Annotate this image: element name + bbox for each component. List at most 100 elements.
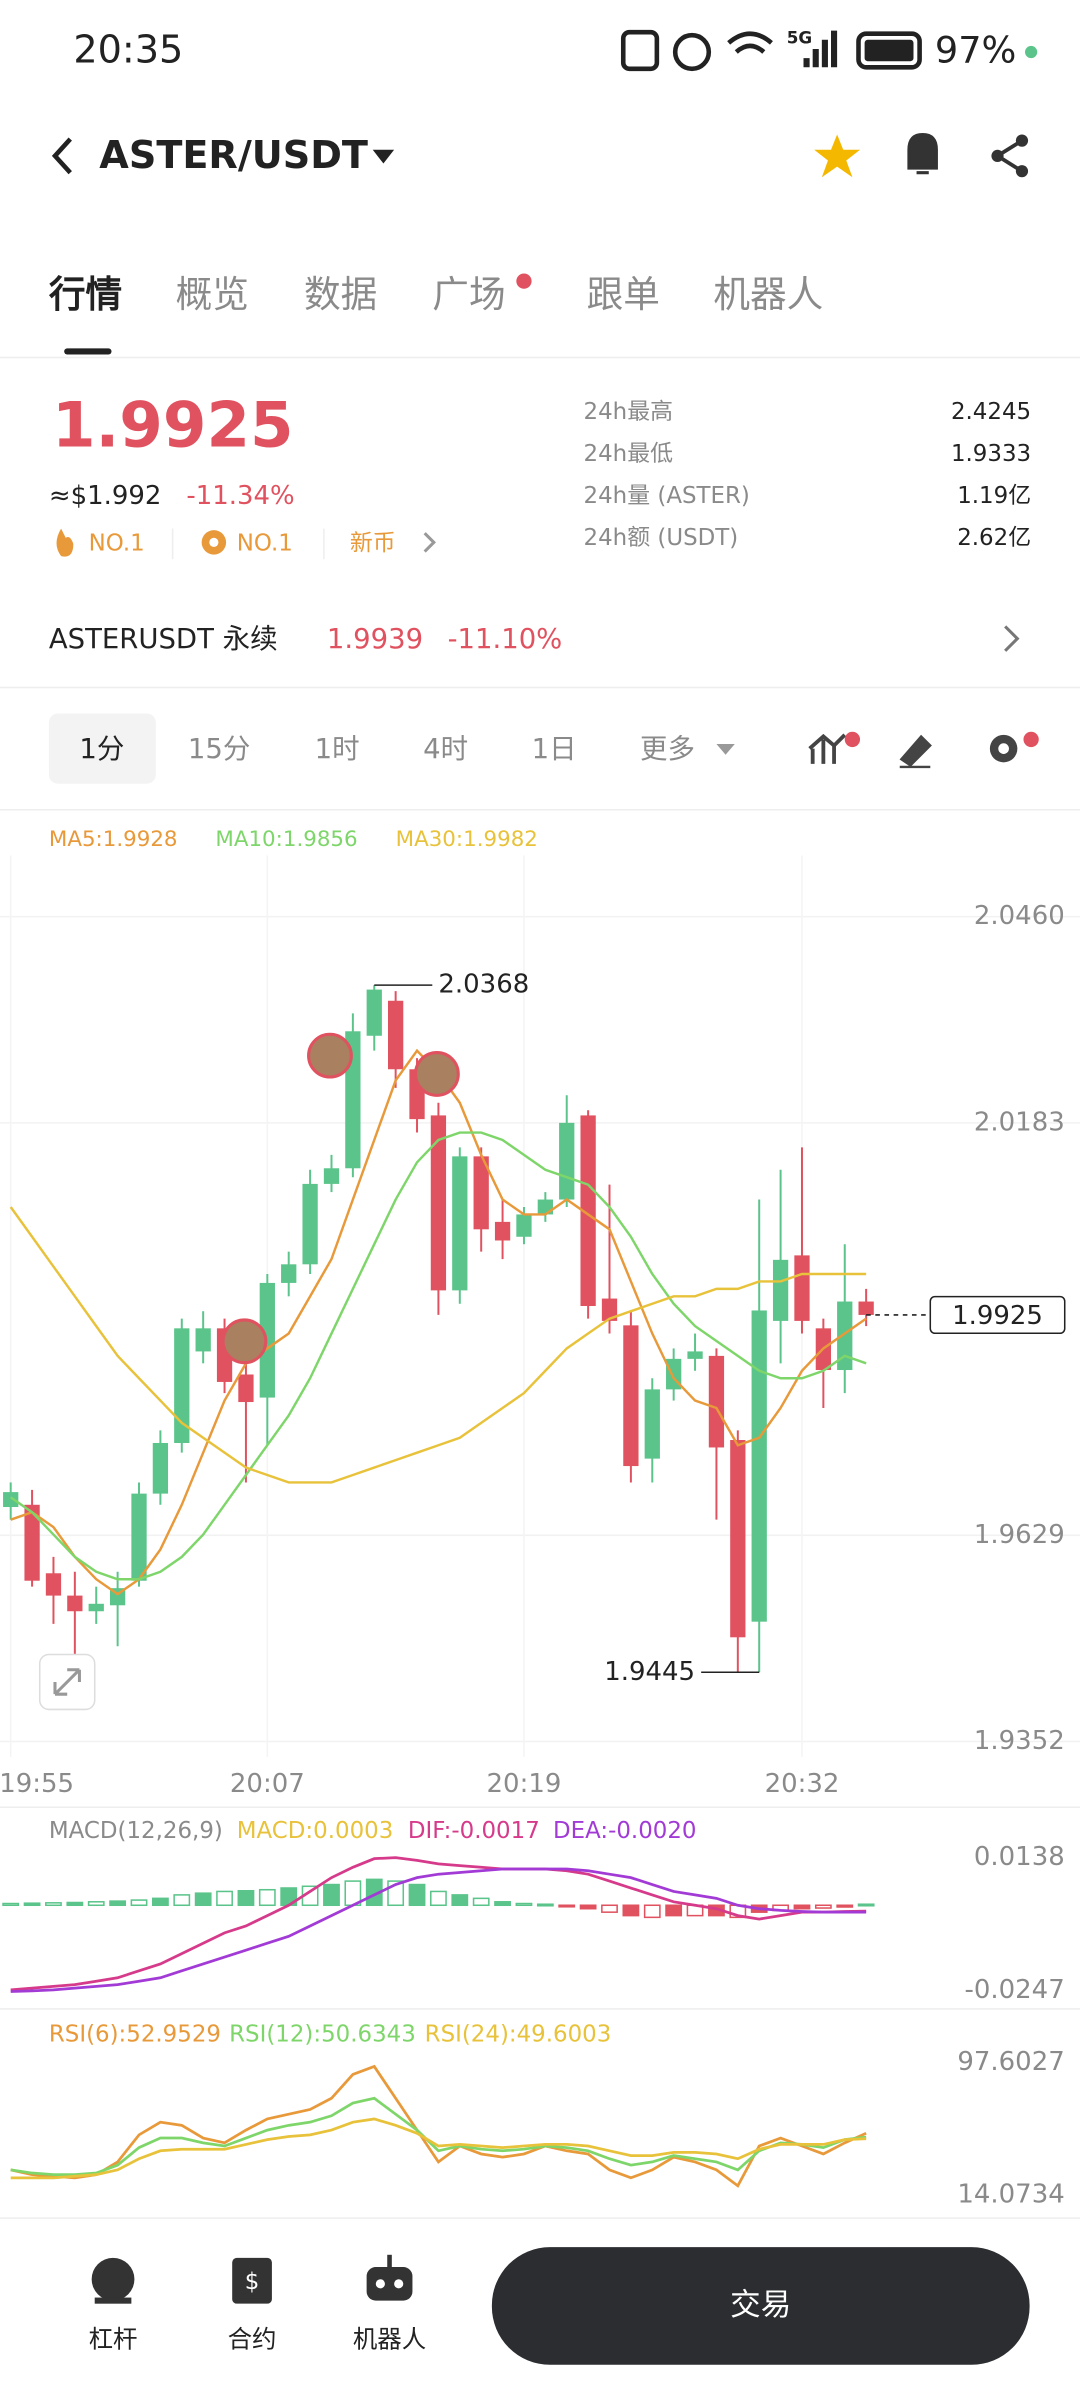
candle-body [88, 1603, 104, 1612]
x-tick-label: 20:07 [230, 1769, 305, 1799]
candle-body [452, 1156, 468, 1291]
candle-body [281, 1264, 297, 1283]
macd-bar [536, 1903, 554, 1907]
alert-bell[interactable] [907, 132, 938, 175]
stat-value: 1.9333 [951, 441, 1031, 467]
interval[interactable]: 1时 [315, 733, 360, 765]
macd-bar [408, 1883, 426, 1907]
tab-underline [64, 348, 112, 355]
y-tick-label: -0.0247 [965, 1975, 1065, 2005]
battery-fill [864, 39, 914, 62]
avatar[interactable] [413, 1051, 460, 1097]
tab[interactable]: 数据 [304, 273, 377, 316]
rank-badge[interactable]: NO.1 [237, 530, 293, 556]
nav-label[interactable]: 杠杆 [89, 2324, 138, 2353]
svg-text:$: $ [245, 2269, 260, 2295]
ma-line [9, 1206, 867, 1484]
avatar[interactable] [221, 1318, 268, 1365]
macd-bar [87, 1901, 105, 1907]
macd-bar [258, 1888, 276, 1907]
favorite-star[interactable] [814, 134, 861, 178]
perp-price: 1.9939 [327, 623, 423, 655]
avatar[interactable] [307, 1032, 353, 1079]
macd-bar [23, 1902, 41, 1907]
candle-body [858, 1301, 874, 1315]
candle-body [67, 1595, 83, 1612]
tab[interactable]: 广场 [432, 273, 505, 316]
bottom-nav: 杠杆 合约 机器人 [89, 2324, 427, 2353]
candle-body [837, 1301, 853, 1371]
macd-bar [601, 1904, 618, 1913]
perp-change: -11.10% [448, 623, 563, 655]
trade-button[interactable] [491, 2247, 1030, 2365]
leverage-icon [91, 2257, 135, 2304]
candle-body [366, 989, 382, 1036]
interval[interactable]: 15分 [188, 733, 250, 765]
macd-bar [130, 1899, 148, 1907]
candle-body [794, 1255, 810, 1321]
nav-label[interactable]: 机器人 [353, 2324, 426, 2353]
alarm-icon [672, 32, 712, 72]
perp-name[interactable]: ASTERUSDT 永续 [49, 623, 278, 655]
candle-body [3, 1492, 19, 1508]
stat-value: 2.4245 [951, 399, 1031, 425]
chevron[interactable] [1004, 625, 1020, 652]
candle-chart: 2.0460 2.0183 1.9629 1.9352 19:55 20:07 20:19 2… [0, 827, 1080, 1799]
candle-body [131, 1493, 147, 1581]
candle-body [644, 1389, 660, 1459]
new-coin-badge[interactable]: 新币 [350, 530, 396, 556]
candle-body [195, 1328, 211, 1352]
hot-icon [56, 528, 74, 557]
indicator-title: MACD(12,26,9) [49, 1818, 223, 1844]
rsi-line [10, 2096, 867, 2177]
interval[interactable]: 4时 [423, 733, 468, 765]
legend-entry: MA30:1.9982 [396, 827, 538, 852]
tab[interactable]: 机器人 [713, 273, 823, 316]
stats: 24h最高 2.4245 24h最低 1.9333 24h量 (ASTER) 1.19亿 2… [584, 399, 1032, 551]
macd-bar [45, 1902, 62, 1907]
interval[interactable]: 1日 [532, 733, 577, 765]
macd-bar [494, 1901, 511, 1907]
max-label: 2.0368 [438, 970, 529, 1000]
pair-dropdown[interactable] [372, 149, 395, 164]
nav-label[interactable]: 合约 [228, 2324, 277, 2353]
candle-body [152, 1442, 169, 1494]
candle-body [174, 1328, 190, 1443]
macd-bar [472, 1897, 490, 1907]
rank-icon-center [209, 537, 219, 547]
macd-bar [216, 1890, 233, 1907]
draw-button[interactable] [899, 734, 932, 769]
tab-bar: 行情 概览 数据 广场 跟单 机器人 [49, 273, 823, 316]
stat-label: 24h额 (USDT) [584, 525, 739, 551]
macd-bar [66, 1901, 84, 1907]
tab[interactable]: 跟单 [587, 273, 660, 316]
share-button[interactable] [991, 134, 1029, 178]
pair-title[interactable]: ASTER/USDT [99, 134, 368, 178]
trade-button-label[interactable]: 交易 [730, 2288, 791, 2323]
candle-body [687, 1351, 703, 1359]
x-tick-label: 19:55 [0, 1769, 74, 1799]
interval[interactable]: 1分 [79, 733, 124, 765]
interval[interactable]: 更多 [640, 733, 695, 765]
rank-badge[interactable]: NO.1 [89, 530, 145, 556]
x-tick-label: 20:32 [765, 1769, 840, 1799]
legend-entry: RSI(6):52.9529 [49, 2021, 221, 2047]
candle-body [473, 1156, 489, 1230]
tab[interactable]: 概览 [176, 273, 249, 316]
y-tick-label: 1.9629 [974, 1520, 1065, 1550]
price-change: -11.34% [186, 481, 294, 511]
rsi-line [10, 2064, 867, 2188]
macd-line [10, 1856, 867, 1992]
macd-bar [173, 1894, 191, 1907]
legend-entry: MA10:1.9856 [215, 827, 357, 852]
stat-value: 2.62亿 [957, 525, 1031, 551]
macd-bar [814, 1904, 832, 1909]
battery-label: 97% [935, 29, 1016, 72]
tab[interactable]: 行情 [49, 273, 122, 316]
back-button[interactable] [51, 137, 72, 175]
contract-icon: $ [232, 2257, 272, 2304]
legend-entry: MA5:1.9928 [49, 827, 178, 852]
last-price-box [929, 1295, 1066, 1335]
indicator-button[interactable] [808, 733, 847, 764]
